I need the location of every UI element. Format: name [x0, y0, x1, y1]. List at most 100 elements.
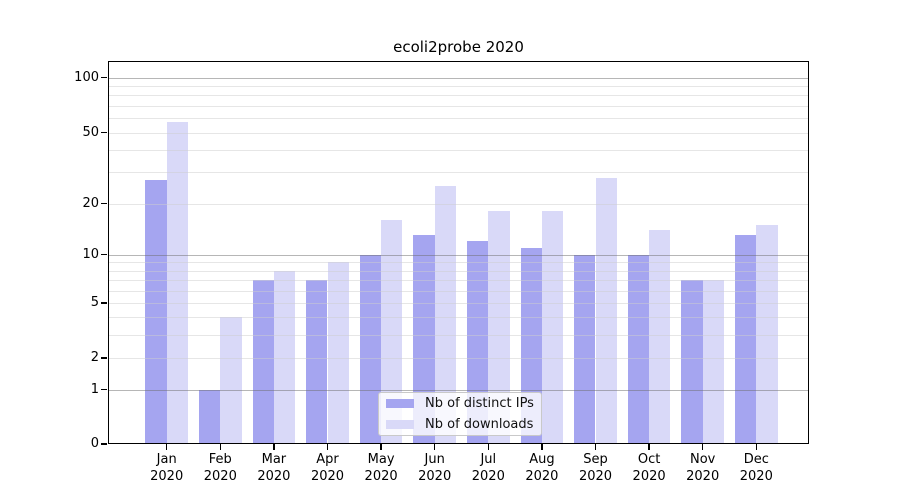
legend-entry-downloads: Nb of downloads	[386, 415, 541, 434]
bar-aug-downloads	[541, 211, 564, 444]
x-tick-label-aug: Aug 2020	[510, 452, 574, 485]
y-tick-mark-100	[101, 76, 107, 79]
x-tick-month: Mar	[261, 452, 287, 467]
x-tick-month: Aug	[529, 452, 555, 467]
bar-sep-downloads	[595, 177, 617, 444]
major-gridline-10	[108, 254, 809, 256]
bar-oct-distinct-ips	[627, 254, 650, 444]
x-tick-label-feb: Feb 2020	[188, 452, 252, 485]
x-tick-mark-mar	[273, 444, 275, 450]
x-tick-year: 2020	[150, 468, 184, 484]
minor-gridline-30	[108, 172, 809, 174]
y-tick-mark-1	[101, 388, 107, 391]
y-tick-mark-20	[101, 202, 107, 205]
x-tick-month: Jun	[424, 452, 445, 467]
x-tick-month: Feb	[208, 452, 232, 467]
x-tick-label-mar: Mar 2020	[242, 452, 306, 485]
bar-jun-downloads	[434, 186, 457, 444]
legend: Nb of distinct IPs Nb of downloads	[378, 392, 542, 436]
x-tick-mark-sep	[594, 444, 597, 450]
y-tick-mark-10	[101, 253, 107, 256]
legend-swatch-distinct-ips	[386, 399, 414, 408]
bar-jan-distinct-ips	[145, 180, 167, 444]
x-tick-month: Sep	[583, 452, 608, 467]
x-tick-label-nov: Nov 2020	[671, 452, 735, 485]
chart-title: ecoli2probe 2020	[393, 38, 524, 56]
y-tick-mark-5	[101, 302, 107, 304]
x-tick-mark-jan	[166, 444, 168, 450]
bar-jun-distinct-ips	[413, 235, 435, 444]
x-tick-label-apr: Apr 2020	[296, 452, 360, 485]
bar-dec-distinct-ips	[734, 235, 757, 444]
x-tick-year: 2020	[739, 468, 773, 484]
major-gridline-100	[108, 77, 809, 79]
x-tick-mark-aug	[541, 444, 543, 450]
x-tick-mark-feb	[219, 444, 221, 450]
x-tick-year: 2020	[257, 468, 291, 484]
x-tick-month: Jul	[480, 452, 497, 467]
bar-dec-downloads	[756, 224, 778, 444]
bar-apr-distinct-ips	[306, 279, 328, 444]
x-tick-year: 2020	[418, 468, 452, 484]
y-tick-mark-2	[101, 357, 107, 359]
x-tick-label-jan: Jan 2020	[135, 452, 199, 485]
legend-entry-distinct-ips: Nb of distinct IPs	[386, 394, 541, 413]
y-tick-mark-0	[101, 443, 107, 445]
x-tick-month: Nov	[690, 452, 716, 467]
minor-gridline-20	[108, 203, 809, 205]
y-tick-mark-50	[101, 131, 107, 134]
bar-feb-downloads	[220, 317, 242, 444]
x-tick-month: Dec	[743, 452, 769, 467]
y-tick-label-20: 20	[82, 195, 99, 211]
minor-gridline-9	[108, 262, 809, 264]
x-tick-year: 2020	[364, 468, 398, 484]
x-tick-label-jul: Jul 2020	[456, 452, 520, 485]
bar-nov-distinct-ips	[681, 279, 703, 444]
minor-gridline-5	[108, 303, 809, 304]
x-tick-month: Jan	[156, 452, 177, 467]
x-tick-label-oct: Oct 2020	[617, 452, 681, 485]
y-tick-label-100: 100	[74, 69, 99, 85]
x-tick-year: 2020	[310, 468, 345, 484]
bar-mar-distinct-ips	[252, 279, 274, 444]
bar-may-downloads	[381, 220, 403, 444]
bar-jul-downloads	[488, 211, 510, 444]
x-tick-mark-oct	[648, 444, 650, 450]
x-tick-label-dec: Dec 2020	[724, 452, 788, 485]
minor-gridline-8	[108, 270, 809, 272]
y-tick-label-2: 2	[90, 350, 99, 365]
x-tick-mark-jul	[487, 444, 489, 450]
x-tick-label-jun: Jun 2020	[403, 452, 467, 485]
bar-feb-distinct-ips	[198, 389, 221, 444]
minor-gridline-40	[108, 149, 809, 151]
y-tick-label-5: 5	[90, 295, 99, 310]
x-tick-year: 2020	[525, 468, 559, 484]
major-gridline-1	[108, 389, 809, 391]
bar-nov-downloads	[702, 279, 725, 444]
x-tick-mark-may	[380, 444, 382, 450]
minor-gridline-4	[108, 317, 809, 319]
x-tick-label-may: May 2020	[349, 452, 413, 485]
minor-gridline-60	[108, 118, 809, 120]
x-tick-year: 2020	[203, 468, 237, 484]
plot-area	[108, 61, 809, 444]
legend-swatch-downloads	[386, 420, 414, 429]
x-tick-year: 2020	[632, 468, 666, 484]
y-tick-label-50: 50	[82, 124, 99, 140]
minor-gridline-70	[108, 105, 809, 107]
minor-gridline-2	[108, 358, 809, 359]
x-tick-mark-nov	[702, 444, 704, 450]
x-tick-month: May	[367, 452, 395, 467]
legend-label-downloads: Nb of downloads	[425, 417, 534, 432]
minor-gridline-6	[108, 290, 809, 292]
minor-gridline-90	[108, 85, 809, 87]
minor-gridline-3	[108, 335, 809, 337]
x-tick-label-sep: Sep 2020	[564, 452, 628, 485]
minor-gridline-7	[108, 279, 809, 281]
x-tick-mark-dec	[755, 444, 757, 450]
minor-gridline-80	[108, 95, 809, 97]
bar-apr-downloads	[327, 262, 349, 444]
bar-jan-downloads	[166, 122, 189, 444]
bar-mar-downloads	[273, 270, 296, 444]
